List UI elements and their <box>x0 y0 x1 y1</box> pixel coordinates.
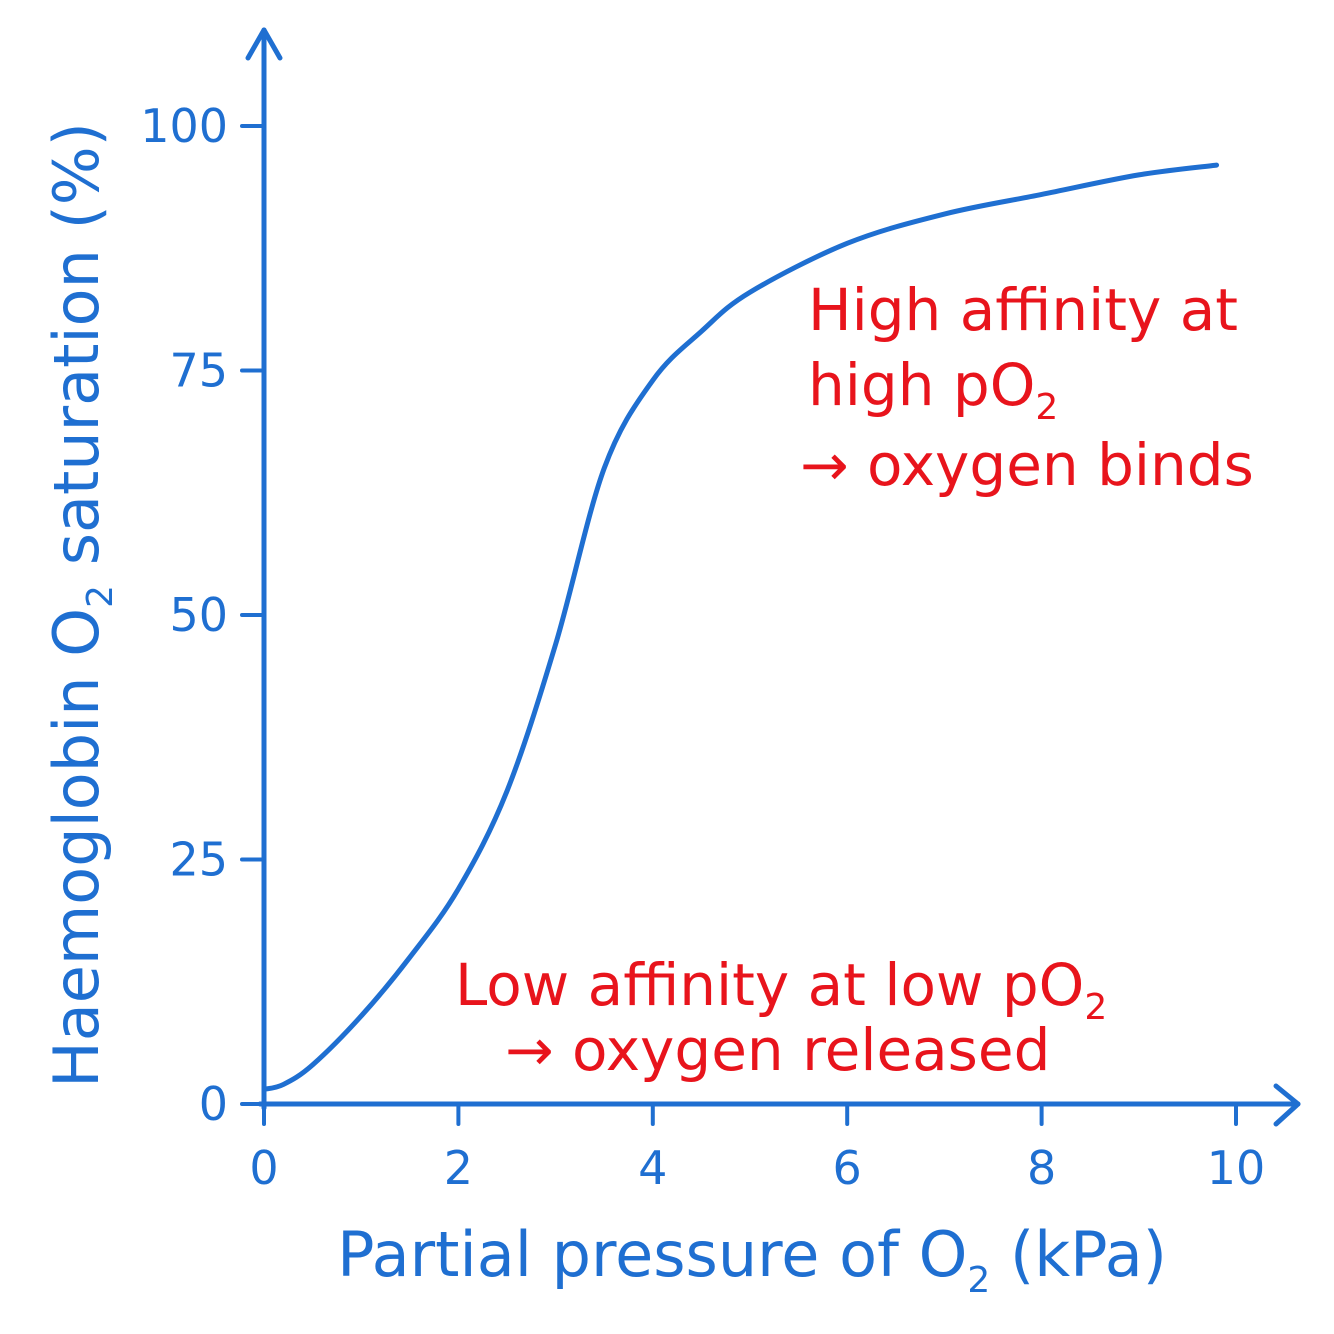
annotation-high-line2-main: high pO <box>808 351 1035 419</box>
x-axis-title-unit: (kPa) <box>990 1218 1167 1291</box>
annotation-low-line1: Low affinity at low pO2 <box>455 951 1107 1028</box>
annotation-high-line1: High affinity at <box>808 276 1238 344</box>
dissociation-curve-line <box>261 162 1220 1092</box>
x-axis-title-sub: 2 <box>967 1260 990 1301</box>
series <box>261 162 1220 1092</box>
x-tick-label: 0 <box>249 1141 278 1195</box>
y-tick-label: 25 <box>169 833 228 887</box>
y-tick-label: 50 <box>169 588 228 642</box>
annotation-high-line3: → oxygen binds <box>800 431 1254 499</box>
y-axis-title: Haemoglobin O2 saturation (%) <box>40 122 121 1088</box>
x-tick-label: 4 <box>638 1141 667 1195</box>
x-tick-label: 8 <box>1027 1141 1056 1195</box>
annotation-low-affinity: Low affinity at low pO2 → oxygen release… <box>455 951 1107 1084</box>
y-axis-title-main: Haemoglobin O <box>40 608 113 1088</box>
y-axis-title-rest: saturation (%) <box>40 122 113 585</box>
y-tick-label: 0 <box>199 1077 228 1131</box>
y-tick-label: 100 <box>140 99 228 153</box>
annotation-low-line1-sub: 2 <box>1084 987 1107 1028</box>
annotation-low-line2: → oxygen released <box>505 1016 1050 1084</box>
x-axis-arrowhead <box>1273 1083 1301 1127</box>
x-tick-label: 2 <box>444 1141 473 1195</box>
axes <box>245 27 1301 1127</box>
annotation-high-affinity: High affinity at high pO2 → oxygen binds <box>800 276 1254 499</box>
x-tick-label: 10 <box>1207 1141 1266 1195</box>
y-tick-label: 75 <box>169 344 228 398</box>
annotation-high-line2-sub: 2 <box>1035 387 1058 428</box>
x-axis-title-main: Partial pressure of O <box>337 1218 967 1291</box>
annotation-low-line1-main: Low affinity at low pO <box>455 951 1084 1019</box>
x-tick-label: 6 <box>833 1141 862 1195</box>
y-axis-arrowhead <box>245 27 283 61</box>
x-axis-title: Partial pressure of O2 (kPa) <box>337 1218 1167 1301</box>
y-axis-title-sub: 2 <box>80 585 121 608</box>
annotation-high-line2: high pO2 <box>808 351 1058 428</box>
